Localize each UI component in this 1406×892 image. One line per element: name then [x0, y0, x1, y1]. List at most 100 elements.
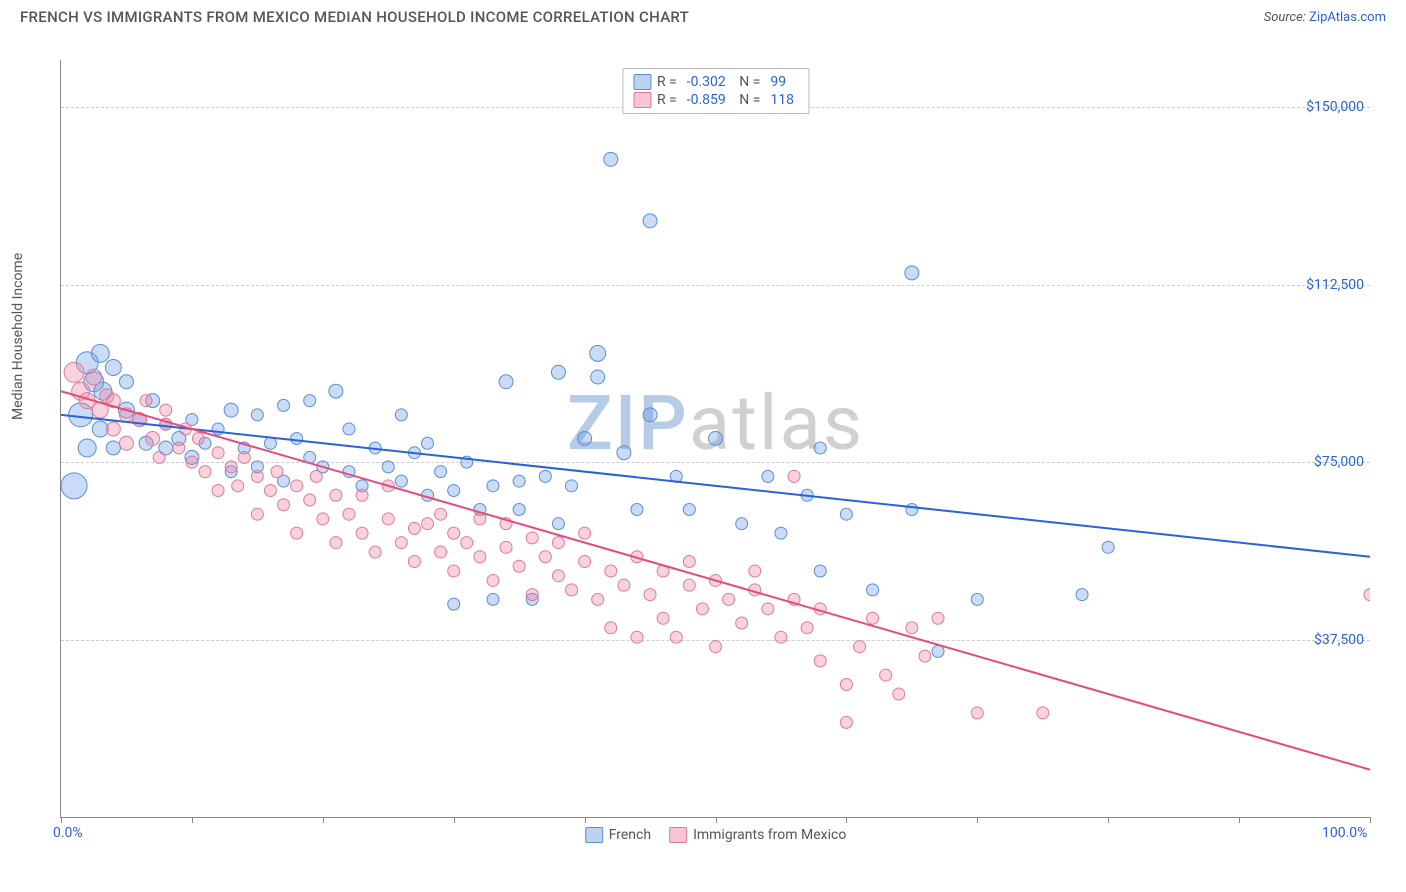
scatter-point-french — [61, 473, 87, 499]
scatter-point-french — [683, 503, 695, 515]
scatter-point-french — [762, 470, 774, 482]
scatter-point-mexico — [513, 560, 525, 572]
scatter-point-french — [329, 384, 343, 398]
scatter-svg — [61, 60, 1370, 817]
source-link[interactable]: ZipAtlas.com — [1309, 10, 1386, 25]
scatter-point-mexico — [356, 489, 368, 501]
scatter-point-french — [590, 345, 606, 361]
scatter-point-mexico — [932, 612, 944, 624]
scatter-point-mexico — [670, 631, 682, 643]
scatter-point-french — [395, 409, 407, 421]
series-legend: French Immigrants from Mexico — [585, 827, 847, 843]
scatter-point-french — [631, 503, 643, 515]
regression-line-mexico — [61, 391, 1370, 770]
scatter-point-mexico — [683, 556, 695, 568]
scatter-point-mexico — [435, 508, 447, 520]
scatter-point-french — [643, 408, 657, 422]
n-value-mexico: 118 — [766, 92, 798, 108]
scatter-point-french — [1076, 589, 1088, 601]
scatter-point-french — [551, 365, 565, 379]
scatter-point-mexico — [566, 584, 578, 596]
scatter-point-french — [1102, 541, 1114, 553]
scatter-point-french — [264, 437, 276, 449]
scatter-point-french — [709, 432, 723, 446]
scatter-point-mexico — [153, 451, 165, 463]
chart-container: Median Household Income ZIPatlas R = -0.… — [20, 40, 1386, 850]
r-label: R = — [657, 92, 677, 108]
scatter-point-mexico — [840, 679, 852, 691]
scatter-point-mexico — [539, 551, 551, 563]
scatter-point-mexico — [788, 470, 800, 482]
scatter-point-mexico — [1037, 707, 1049, 719]
scatter-point-french — [224, 403, 238, 417]
scatter-point-french — [971, 593, 983, 605]
n-label: N = — [736, 92, 761, 108]
scatter-point-mexico — [119, 436, 133, 450]
scatter-point-mexico — [173, 442, 185, 454]
r-value-french: -0.302 — [683, 74, 730, 90]
plot-area: ZIPatlas R = -0.302 N = 99 R = -0.859 N … — [60, 60, 1370, 818]
x-tick — [323, 817, 324, 823]
scatter-point-french — [487, 480, 499, 492]
scatter-point-mexico — [605, 622, 617, 634]
series-label-mexico: Immigrants from Mexico — [693, 827, 846, 843]
x-tick — [1239, 817, 1240, 823]
source-attribution: Source: ZipAtlas.com — [1264, 10, 1386, 25]
scatter-point-french — [591, 370, 605, 384]
scatter-point-mexico — [369, 546, 381, 558]
scatter-point-french — [343, 423, 355, 435]
scatter-point-mexico — [579, 527, 591, 539]
scatter-point-mexico — [592, 593, 604, 605]
swatch-french — [633, 74, 651, 90]
swatch-french — [585, 827, 603, 843]
scatter-point-mexico — [448, 565, 460, 577]
scatter-point-mexico — [271, 466, 283, 478]
scatter-point-french — [78, 439, 96, 457]
scatter-point-mexico — [526, 589, 538, 601]
scatter-point-mexico — [435, 546, 447, 558]
scatter-point-french — [448, 485, 460, 497]
scatter-point-mexico — [526, 532, 538, 544]
scatter-point-mexico — [605, 565, 617, 577]
n-label: N = — [736, 74, 761, 90]
scatter-point-mexico — [893, 688, 905, 700]
scatter-point-mexico — [199, 466, 211, 478]
scatter-point-mexico — [644, 589, 656, 601]
scatter-point-french — [91, 344, 109, 362]
scatter-point-mexico — [106, 422, 120, 436]
scatter-point-french — [604, 152, 618, 166]
scatter-point-french — [513, 503, 525, 515]
scatter-point-french — [435, 466, 447, 478]
scatter-point-french — [119, 375, 133, 389]
source-prefix: Source: — [1264, 10, 1309, 25]
scatter-point-mexico — [264, 485, 276, 497]
scatter-point-mexico — [251, 508, 263, 520]
x-tick — [454, 817, 455, 823]
scatter-point-mexico — [330, 489, 342, 501]
scatter-point-french — [499, 375, 513, 389]
scatter-point-french — [932, 645, 944, 657]
scatter-point-mexico — [448, 527, 460, 539]
scatter-point-mexico — [579, 556, 591, 568]
scatter-point-mexico — [186, 456, 198, 468]
scatter-point-french — [840, 508, 852, 520]
scatter-point-mexico — [232, 480, 244, 492]
scatter-point-mexico — [723, 593, 735, 605]
scatter-point-french — [578, 432, 592, 446]
scatter-point-mexico — [762, 603, 774, 615]
legend-row-french: R = -0.302 N = 99 — [633, 73, 798, 91]
x-tick-label: 0.0% — [53, 825, 83, 841]
legend-item-mexico: Immigrants from Mexico — [669, 827, 846, 843]
scatter-point-french — [905, 266, 919, 280]
scatter-point-mexico — [814, 655, 826, 667]
scatter-point-french — [814, 442, 826, 454]
scatter-point-mexico — [919, 650, 931, 662]
scatter-point-french — [814, 565, 826, 577]
scatter-point-mexico — [422, 518, 434, 530]
scatter-point-mexico — [840, 716, 852, 728]
scatter-point-mexico — [474, 551, 486, 563]
correlation-legend: R = -0.302 N = 99 R = -0.859 N = 118 — [622, 68, 809, 114]
scatter-point-mexico — [317, 513, 329, 525]
scatter-point-mexico — [212, 485, 224, 497]
scatter-point-french — [395, 475, 407, 487]
